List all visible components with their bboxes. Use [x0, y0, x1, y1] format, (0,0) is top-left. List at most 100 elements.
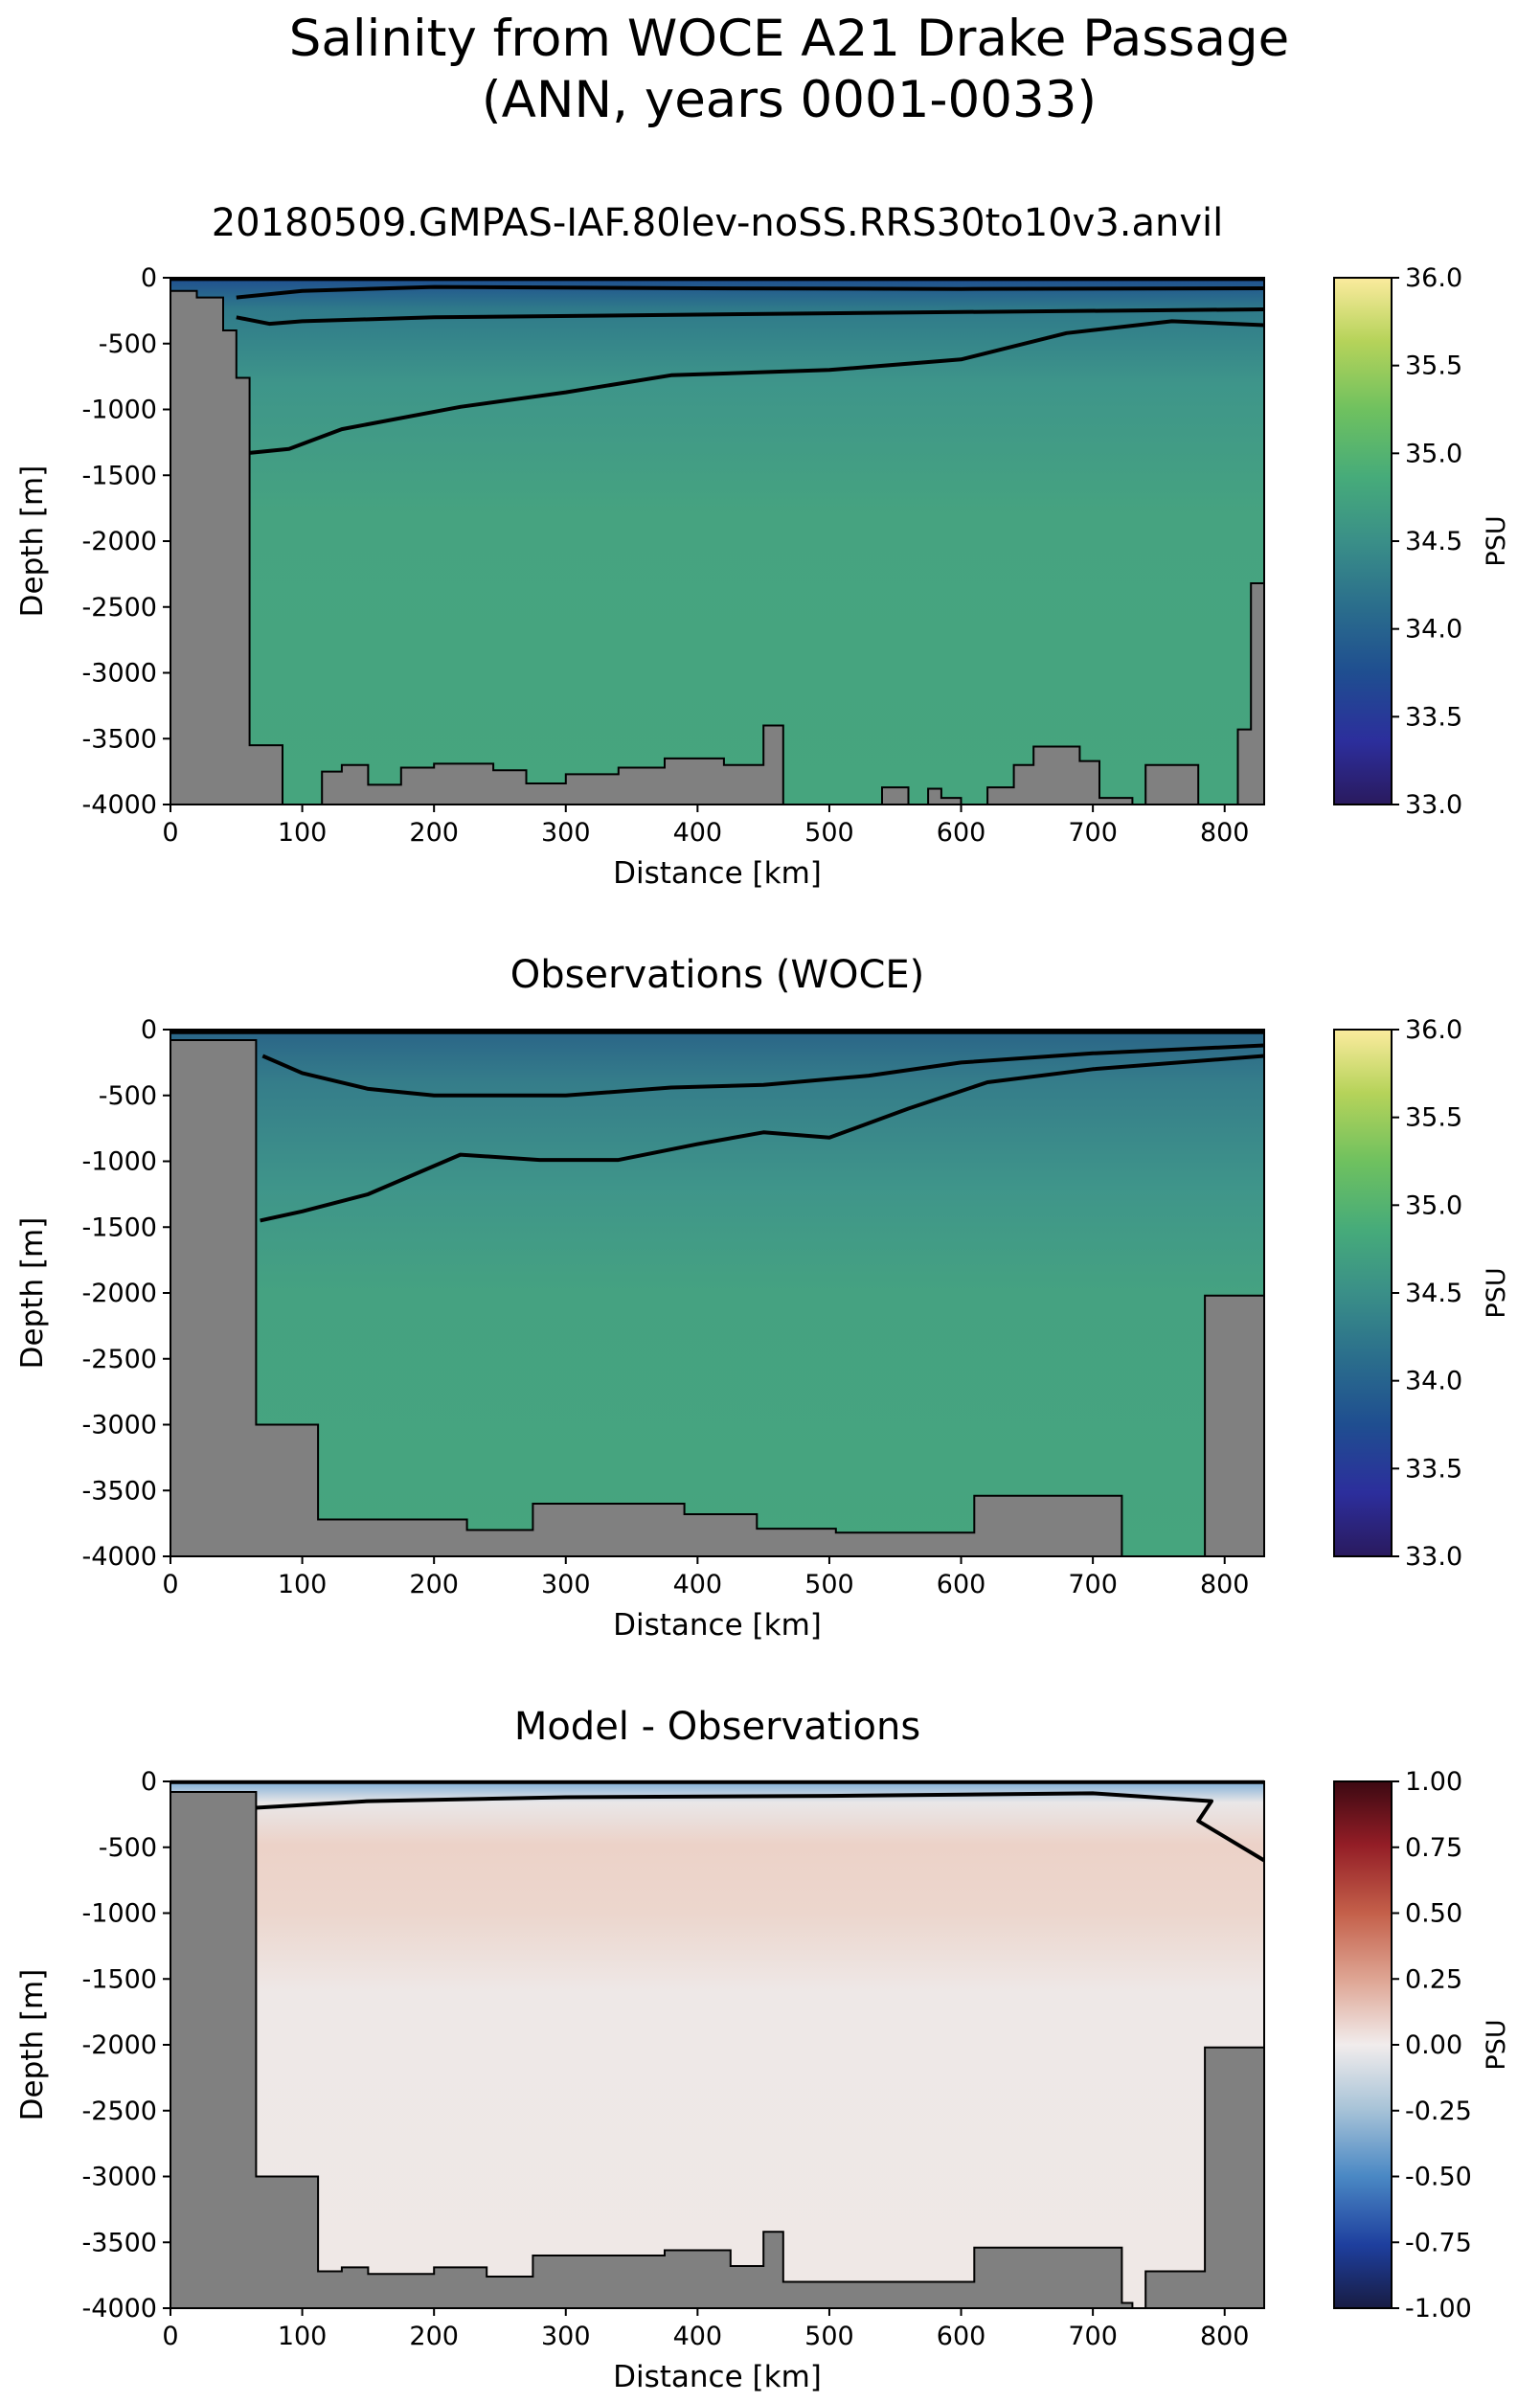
colorbar-tick-label: 1.00 [1405, 1767, 1462, 1797]
colorbar-tick-label: 0.25 [1405, 1964, 1462, 1994]
colorbar-tick-label: 35.5 [1405, 1103, 1462, 1133]
colorbar-tick-label: -0.50 [1405, 2163, 1472, 2192]
x-tick-label: 800 [1200, 2322, 1250, 2351]
y-tick-label: -2000 [82, 527, 157, 556]
x-tick-label: 800 [1200, 818, 1250, 848]
colorbar-tick-label: 35.5 [1405, 351, 1462, 381]
x-tick-label: 500 [804, 1570, 854, 1599]
salinity-field [170, 1030, 1264, 1556]
observations-panel: Observations (WOCE) 0 100 200 300 400 500 600 70… [15, 953, 1511, 1643]
y-tick-label: -2500 [82, 1345, 157, 1374]
x-tick-label: 400 [673, 1570, 723, 1599]
y-axis-label: Depth [m] [15, 1217, 50, 1370]
x-tick-label: 700 [1068, 1570, 1118, 1599]
y-tick-label: -500 [99, 329, 157, 359]
contour-line [236, 307, 1265, 327]
model-panel: 20180509.GMPAS-IAF.80lev-noSS.RRS30to10v… [15, 201, 1511, 891]
y-tick-label: -1500 [82, 1964, 157, 1994]
x-axis-label: Distance [km] [613, 1608, 822, 1643]
x-tick-label: 300 [541, 818, 591, 848]
y-tick-label: -2500 [82, 2097, 157, 2126]
colorbar-label: PSU [1482, 2019, 1511, 2070]
colorbar-tick-label: -1.00 [1405, 2294, 1472, 2324]
x-tick-label: 300 [541, 1570, 591, 1599]
y-tick-label: -3000 [82, 2163, 157, 2192]
x-axis-label: Distance [km] [613, 2360, 822, 2394]
y-tick-label: -4000 [82, 2294, 157, 2324]
y-tick-label: -2000 [82, 2030, 157, 2060]
colorbar-tick-label: 0.75 [1405, 1833, 1462, 1863]
x-tick-label: 200 [409, 2322, 459, 2351]
y-tick-label: 0 [141, 1015, 157, 1045]
colorbar [1333, 277, 1393, 805]
y-tick-label: -500 [99, 1081, 157, 1111]
colorbar-tick-label: 33.0 [1405, 1542, 1462, 1572]
x-tick-label: 100 [278, 818, 328, 848]
contour-line [236, 284, 1265, 300]
y-tick-label: 0 [141, 263, 157, 293]
colorbar-tick-label: 0.00 [1405, 2030, 1462, 2060]
y-tick-label: -3000 [82, 659, 157, 689]
colorbar-tick-label: 35.0 [1405, 1190, 1462, 1220]
contour-line [261, 1043, 1265, 1098]
colorbar-tick-label: -0.75 [1405, 2228, 1472, 2257]
x-tick-label: 700 [1068, 2322, 1118, 2351]
y-tick-label: -1500 [82, 461, 157, 490]
x-tick-label: 200 [409, 1570, 459, 1599]
x-tick-label: 0 [162, 818, 178, 848]
x-axis-label: Distance [km] [613, 856, 822, 891]
y-tick-label: -1500 [82, 1213, 157, 1242]
colorbar-tick-label: 33.0 [1405, 790, 1462, 820]
x-tick-label: 300 [541, 2322, 591, 2351]
colorbar-tick-label: 36.0 [1405, 263, 1462, 293]
y-axis-label: Depth [m] [15, 1969, 50, 2121]
colorbar-tick-label: 34.0 [1405, 1367, 1462, 1396]
y-tick-label: -1000 [82, 1147, 157, 1177]
x-tick-label: 700 [1068, 818, 1118, 848]
x-tick-label: 600 [937, 1570, 986, 1599]
x-tick-label: 500 [804, 2322, 854, 2351]
y-tick-label: -1000 [82, 1899, 157, 1929]
y-tick-label: -2500 [82, 593, 157, 623]
x-tick-label: 500 [804, 818, 854, 848]
y-tick-label: 0 [141, 1767, 157, 1797]
x-tick-label: 200 [409, 818, 459, 848]
colorbar-tick-label: 34.0 [1405, 615, 1462, 645]
y-tick-label: -500 [99, 1833, 157, 1863]
colorbar-tick-label: 33.5 [1405, 702, 1462, 732]
y-tick-label: -3000 [82, 1411, 157, 1440]
y-tick-label: -3500 [82, 724, 157, 754]
contour-line [256, 1791, 1266, 1863]
x-tick-label: 400 [673, 818, 723, 848]
y-tick-label: -3500 [82, 1476, 157, 1506]
y-axis-label: Depth [m] [15, 465, 50, 618]
y-tick-label: -4000 [82, 1542, 157, 1572]
panel-title: Observations (WOCE) [510, 953, 925, 997]
contour-line [260, 1054, 1265, 1223]
colorbar-tick-label: 0.50 [1405, 1899, 1462, 1929]
x-tick-label: 0 [162, 2322, 178, 2351]
panel-title: Model - Observations [514, 1705, 920, 1749]
contour-line [249, 319, 1265, 455]
colorbar-tick-label: 34.5 [1405, 1279, 1462, 1308]
colorbar-tick-label: 36.0 [1405, 1015, 1462, 1045]
salinity-field [170, 1781, 1264, 2308]
x-tick-label: 800 [1200, 1570, 1250, 1599]
y-tick-label: -3500 [82, 2228, 157, 2257]
x-tick-label: 600 [937, 2322, 986, 2351]
figure-title-line-1: Salinity from WOCE A21 Drake Passage [289, 10, 1289, 68]
figure-title-line-2: (ANN, years 0001-0033) [482, 71, 1097, 129]
y-tick-label: -1000 [82, 396, 157, 425]
x-tick-label: 600 [937, 818, 986, 848]
x-tick-label: 100 [278, 1570, 328, 1599]
x-tick-label: 0 [162, 1570, 178, 1599]
colorbar-label: PSU [1482, 1267, 1511, 1318]
colorbar-tick-label: 34.5 [1405, 527, 1462, 556]
colorbar-tick-label: 33.5 [1405, 1454, 1462, 1484]
x-tick-label: 400 [673, 2322, 723, 2351]
y-tick-label: -4000 [82, 790, 157, 820]
y-tick-label: -2000 [82, 1279, 157, 1308]
colorbar-tick-label: -0.25 [1405, 2097, 1472, 2126]
colorbar-label: PSU [1482, 515, 1511, 566]
